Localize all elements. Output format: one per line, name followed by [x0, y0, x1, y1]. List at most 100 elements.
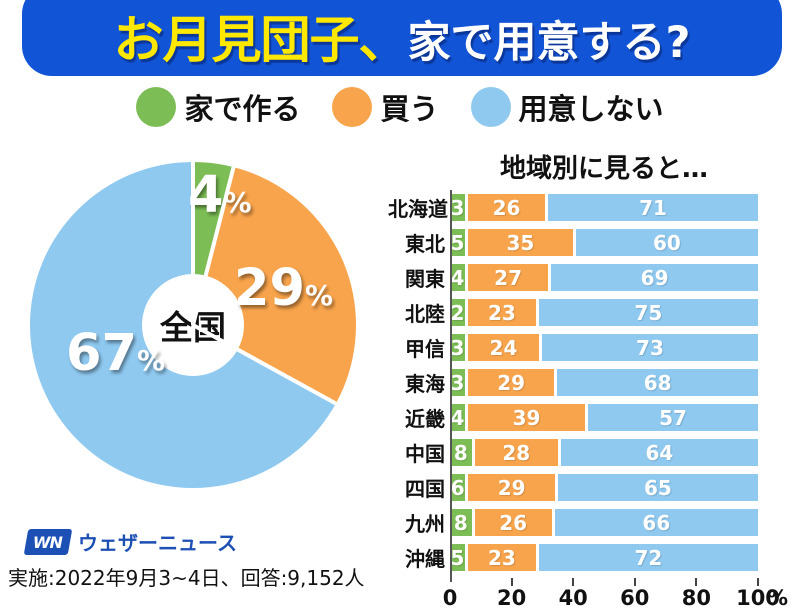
bar-track: 2 23 75 [450, 299, 758, 326]
bar-segment-buy: 28 [474, 439, 561, 466]
bar-row: 北海道 3 26 71 [388, 193, 758, 222]
bar-segment-make: 4 [450, 264, 468, 291]
bar-value: 4 [450, 265, 465, 290]
bar-value: 5 [450, 545, 465, 570]
bar-segment-buy: 35 [468, 229, 576, 256]
bar-segment-buy: 23 [468, 544, 539, 571]
bar-value: 5 [450, 230, 465, 255]
bar-value: 28 [502, 440, 531, 465]
pie-unit: % [304, 279, 334, 312]
x-axis-tick-label: 60 [620, 586, 650, 610]
bar-segment-none: 69 [551, 264, 758, 291]
bar-row-label: 九州 [405, 512, 445, 536]
bar-segment-none: 71 [548, 194, 758, 221]
bar-segment-buy: 29 [468, 474, 558, 501]
bar-segment-make: 4 [450, 404, 468, 431]
bar-track: 8 28 64 [450, 439, 758, 466]
page-title-highlight: お月見団子、 [113, 11, 409, 69]
x-axis-tick [633, 578, 636, 586]
bar-track: 5 23 72 [450, 544, 758, 571]
bar-track: 8 26 66 [450, 509, 758, 536]
page-title: お月見団子、家で用意する? [114, 0, 691, 72]
pie-slice-divider [191, 162, 195, 325]
bar-track: 3 24 73 [450, 334, 758, 361]
legend-label-make: 家で作る [184, 92, 301, 126]
bar-segment-make: 3 [450, 194, 468, 221]
bar-segment-make: 2 [450, 299, 468, 326]
legend-item-none: 用意しない [470, 86, 664, 128]
bar-value: 26 [499, 510, 528, 535]
bar-row: 沖縄 5 23 72 [388, 543, 758, 572]
bar-row: 関東 4 27 69 [388, 263, 758, 292]
bar-row: 東北 5 35 60 [388, 228, 758, 257]
x-axis-tick-label: 100 [736, 586, 780, 610]
page-title-rest: 家で用意する? [407, 18, 691, 68]
bar-value: 6 [450, 475, 465, 500]
bar-value: 26 [492, 195, 521, 220]
bar-row: 中国 8 28 64 [388, 438, 758, 467]
bar-segment-buy: 39 [468, 404, 589, 431]
legend-swatch-green-icon [136, 87, 177, 127]
bar-row-label: 東北 [405, 232, 445, 256]
bar-value: 35 [506, 230, 535, 255]
bar-segment-none: 73 [541, 334, 758, 361]
bar-track: 5 35 60 [450, 229, 758, 256]
pie-value-buy: 29 [234, 259, 305, 318]
bar-value: 8 [453, 440, 468, 465]
chart-legend: 家で作る 買う 用意しない [0, 86, 800, 128]
bar-value: 8 [453, 510, 468, 535]
y-axis-line [450, 190, 452, 582]
bar-rows: 北海道 3 26 71 東北 5 35 60 関東 4 27 69 北陸 2 23 75 甲信 3 24 73 東海 3 2… [388, 190, 758, 582]
bar-value: 3 [450, 370, 465, 395]
bar-segment-make: 3 [450, 369, 468, 396]
bar-segment-buy: 27 [468, 264, 552, 291]
x-axis-tick-label: 40 [558, 586, 588, 610]
bar-segment-none: 68 [557, 369, 758, 396]
bar-value: 60 [652, 230, 681, 255]
bar-value: 65 [643, 475, 672, 500]
bar-value: 66 [642, 510, 671, 535]
x-axis-tick-label: 80 [681, 586, 712, 610]
bar-value: 2 [450, 300, 465, 325]
bar-row: 北陸 2 23 75 [388, 298, 758, 327]
bar-segment-none: 65 [557, 474, 758, 501]
bar-value: 68 [643, 370, 672, 395]
legend-item-make: 家で作る [136, 86, 300, 128]
bar-row-label: 近畿 [405, 407, 445, 431]
pie-label-buy: 29% [234, 263, 333, 314]
bar-row: 四国 6 29 65 [388, 473, 758, 502]
bar-value: 24 [489, 335, 518, 360]
x-axis-tick [695, 578, 698, 586]
bar-value: 69 [640, 265, 669, 290]
x-axis-tick [510, 578, 513, 586]
bar-track: 3 29 68 [450, 369, 758, 396]
bar-row-label: 沖縄 [405, 547, 445, 571]
bar-segment-none: 72 [538, 544, 758, 571]
bar-row-label: 北陸 [405, 302, 445, 326]
regional-chart-title: 地域別に見ると… [499, 154, 708, 184]
legend-item-buy: 買う [332, 86, 439, 128]
weathernews-logo: WN ウェザーニュース [23, 527, 237, 556]
bar-segment-buy: 26 [474, 509, 555, 536]
bar-row: 東海 3 29 68 [388, 368, 758, 397]
x-axis-tick [757, 578, 759, 586]
bar-segment-make: 5 [450, 544, 468, 571]
legend-label-buy: 買う [380, 92, 439, 126]
x-axis-tick-label: 0 [442, 586, 458, 610]
bar-track: 4 27 69 [450, 264, 758, 291]
wn-logo-icon: WN [23, 528, 73, 555]
bar-value: 39 [512, 405, 541, 430]
x-axis-tick [572, 578, 575, 586]
bar-row-label: 四国 [405, 477, 445, 501]
bar-segment-none: 66 [554, 509, 758, 536]
pie-value-none: 67 [66, 324, 137, 383]
bar-segment-buy: 24 [468, 334, 542, 361]
bar-segment-buy: 29 [468, 369, 558, 396]
bar-segment-buy: 26 [468, 194, 549, 221]
bar-value: 72 [634, 545, 663, 570]
bar-row-label: 北海道 [388, 197, 448, 221]
logo-text: ウェザーニュース [78, 531, 237, 555]
legend-swatch-orange-icon [332, 87, 373, 127]
regional-bar-chart: 地域別に見ると… 北海道 3 26 71 東北 5 35 60 関東 4 27 69 北陸 2 23 75 甲信… [388, 148, 788, 612]
bar-value: 3 [450, 195, 465, 220]
